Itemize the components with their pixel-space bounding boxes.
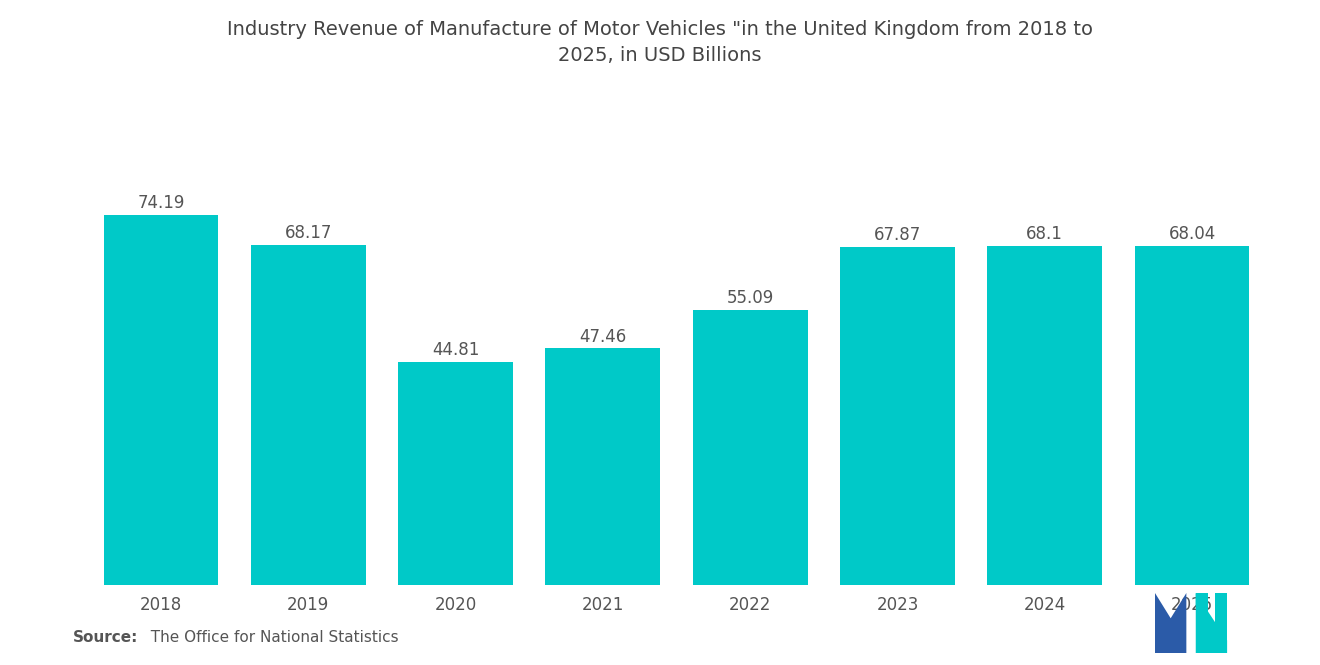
Text: The Office for National Statistics: The Office for National Statistics bbox=[141, 630, 399, 645]
Bar bbox=[693, 311, 808, 585]
Bar bbox=[1135, 246, 1250, 585]
Text: Source:: Source: bbox=[73, 630, 139, 645]
Text: 44.81: 44.81 bbox=[432, 340, 479, 358]
Text: 74.19: 74.19 bbox=[137, 194, 185, 212]
Text: 68.04: 68.04 bbox=[1168, 225, 1216, 243]
Text: 47.46: 47.46 bbox=[579, 327, 627, 346]
Text: 67.87: 67.87 bbox=[874, 225, 921, 243]
Text: 68.17: 68.17 bbox=[285, 224, 331, 242]
Bar bbox=[987, 245, 1102, 585]
Text: Industry Revenue of Manufacture of Motor Vehicles "in the United Kingdom from 20: Industry Revenue of Manufacture of Motor… bbox=[227, 20, 1093, 65]
Bar bbox=[1214, 593, 1228, 653]
Bar bbox=[545, 348, 660, 585]
Polygon shape bbox=[1196, 593, 1228, 653]
Bar bbox=[103, 215, 218, 585]
Text: 68.1: 68.1 bbox=[1026, 225, 1063, 243]
Bar bbox=[840, 247, 954, 585]
Polygon shape bbox=[1155, 593, 1187, 653]
Polygon shape bbox=[1196, 593, 1214, 650]
Bar bbox=[399, 362, 513, 585]
Bar bbox=[1196, 593, 1208, 653]
Text: 55.09: 55.09 bbox=[726, 289, 774, 307]
Bar bbox=[251, 245, 366, 585]
